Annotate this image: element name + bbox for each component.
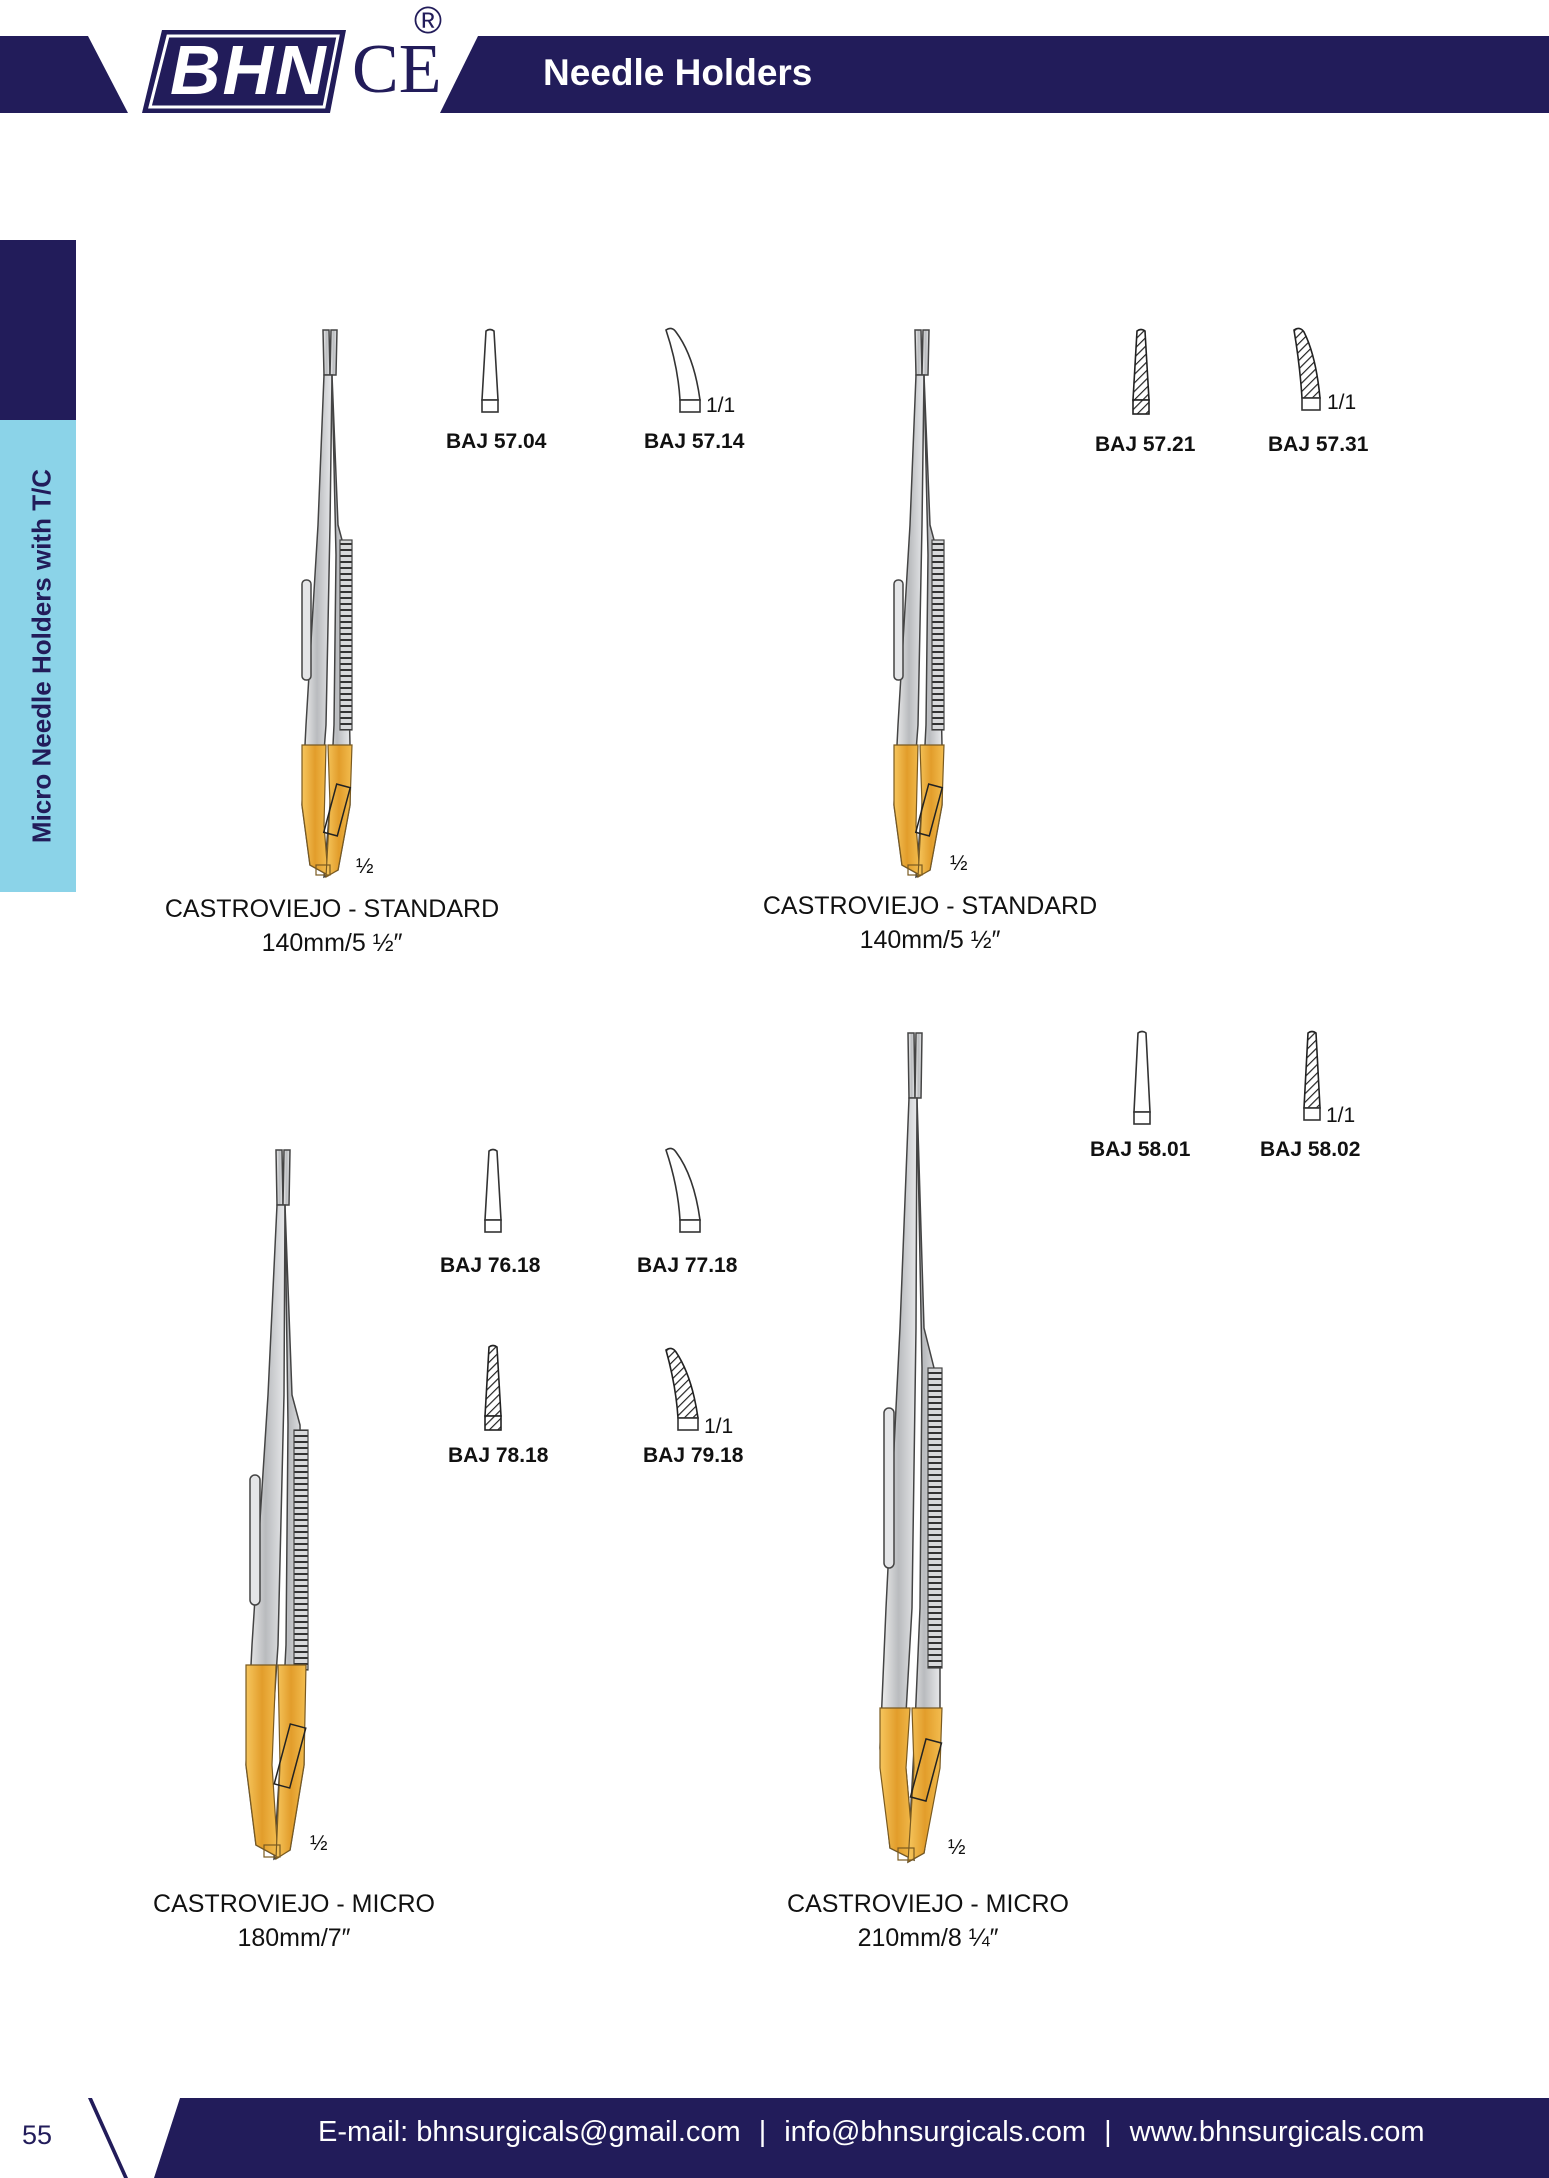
- tip-code: BAJ 78.18: [448, 1444, 549, 1467]
- product-caption: CASTROVIEJO - STANDARD 140mm/5 ½″: [165, 892, 499, 960]
- product-name: CASTROVIEJO - MICRO: [153, 1890, 435, 1918]
- curved-smooth-tip-icon: [665, 327, 701, 413]
- product-size: 180mm/7″: [237, 1924, 351, 1952]
- ce-mark: CE: [352, 31, 442, 108]
- product-size: 140mm/5 ½″: [859, 926, 1001, 954]
- footer-website[interactable]: www.bhnsurgicals.com: [1129, 2116, 1425, 2148]
- footer-separator: |: [1104, 2116, 1112, 2148]
- footer-email-2[interactable]: info@bhnsurgicals.com: [784, 2116, 1087, 2148]
- illustration-scale: ½: [948, 1836, 966, 1859]
- tip-code: BAJ 57.31: [1268, 433, 1369, 456]
- tip-code: BAJ 57.14: [644, 430, 745, 453]
- tip-scale: 1/1: [704, 1415, 734, 1438]
- page-title: Needle Holders: [543, 52, 813, 93]
- product-caption: CASTROVIEJO - STANDARD 140mm/5 ½″: [763, 889, 1097, 957]
- needle-holder-illustration: [879, 1032, 943, 1864]
- tip-scale: 1/1: [1326, 1104, 1356, 1127]
- straight-smooth-tip-icon: [481, 328, 499, 413]
- straight-serrated-tip-icon: [1132, 328, 1150, 415]
- tip-code: BAJ 79.18: [643, 1444, 744, 1467]
- tip-scale: 1/1: [1327, 391, 1357, 414]
- product-name: CASTROVIEJO - MICRO: [787, 1890, 1069, 1918]
- page-number: 55: [22, 2120, 53, 2150]
- product-name: CASTROVIEJO - STANDARD: [762, 892, 1098, 920]
- tip-code: BAJ 76.18: [440, 1254, 541, 1277]
- illustration-scale: ½: [950, 852, 968, 875]
- straight-smooth-tip-icon: [484, 1148, 502, 1233]
- needle-holder-illustration: [893, 329, 945, 879]
- tip-code: BAJ 77.18: [637, 1254, 738, 1277]
- sidebar-section-label: Micro Needle Holders with T/C: [26, 468, 57, 844]
- header-bar: [0, 30, 1549, 113]
- tip-scale: 1/1: [706, 394, 736, 417]
- product-size: 140mm/5 ½″: [261, 929, 403, 957]
- registered-mark: ®: [414, 0, 442, 42]
- curved-serrated-tip-icon: [665, 1347, 699, 1431]
- tip-code: BAJ 57.21: [1095, 433, 1196, 456]
- brand-logo-shape: [142, 30, 346, 113]
- illustration-scale: ½: [310, 1832, 328, 1855]
- product-name: CASTROVIEJO - STANDARD: [164, 895, 500, 923]
- tip-code: BAJ 57.04: [446, 430, 547, 453]
- curved-serrated-tip-icon: [1293, 327, 1321, 411]
- tip-code: BAJ 58.01: [1090, 1138, 1191, 1161]
- illustration-scale: ½: [356, 855, 374, 878]
- footer-contact: E-mail: bhnsurgicals@gmail.com | info@bhns…: [318, 2116, 1425, 2149]
- curved-smooth-tip-icon: [665, 1147, 701, 1233]
- brand-logo: BHN: [170, 31, 328, 109]
- sidebar-dark-block: [0, 240, 76, 420]
- needle-holder-illustration: [245, 1149, 309, 1861]
- sidebar-section-tab: [0, 420, 76, 892]
- straight-serrated-tip-icon: [484, 1344, 502, 1431]
- footer-separator: |: [758, 2116, 767, 2148]
- straight-serrated-tip-icon: [1303, 1030, 1321, 1121]
- product-caption: CASTROVIEJO - MICRO 210mm/8 ¼″: [787, 1887, 1069, 1955]
- footer-email-1[interactable]: E-mail: bhnsurgicals@gmail.com: [318, 2116, 741, 2148]
- product-caption: CASTROVIEJO - MICRO 180mm/7″: [153, 1887, 435, 1955]
- tip-code: BAJ 58.02: [1260, 1138, 1361, 1161]
- needle-holder-illustration: [301, 329, 353, 879]
- product-size: 210mm/8 ¼″: [857, 1924, 999, 1952]
- straight-smooth-tip-icon: [1133, 1030, 1151, 1125]
